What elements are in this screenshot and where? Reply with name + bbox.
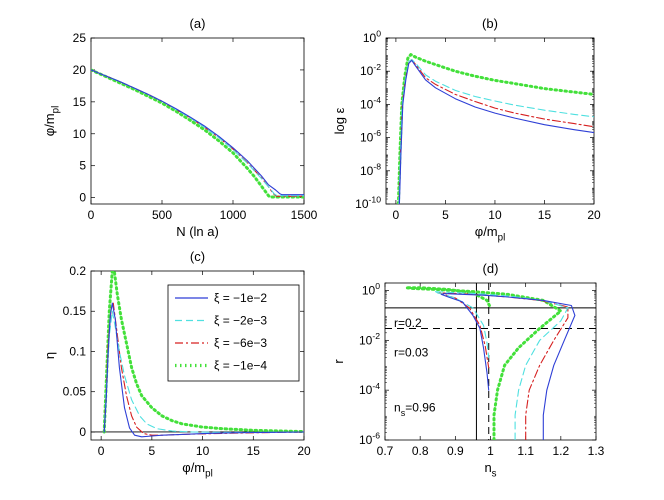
panel-b: 0 5 10 15 20 10-10 10-8 10-6 10-4 10-2 100 (b) φ/mpl… (332, 16, 601, 244)
y-tick-label: 10-8 (360, 161, 381, 177)
plot-area (396, 53, 594, 204)
x-tick-label: 1 (487, 444, 494, 458)
y-tick-label: 0.05 (63, 385, 87, 399)
y-axis-label: η (42, 352, 57, 359)
y-tick-label: 10-4 (359, 381, 380, 397)
legend: ξ = −1e−2 ξ = −2e−3 ξ = −6e−3 ξ = −1e−4 (167, 284, 300, 382)
legend-label: ξ = −1e−4 (214, 359, 267, 373)
x-tick-label: 1.2 (552, 444, 569, 458)
axes-frame (384, 282, 597, 441)
y-tick-label: 20 (73, 63, 87, 77)
panel-a: 0 500 1000 1500 0 5 10 15 20 25 (a) N (ln a) φ/mpl (42, 16, 318, 239)
plot-area (385, 283, 596, 440)
y-tick-label: 15 (73, 95, 87, 109)
x-tick-label: 0.9 (447, 444, 464, 458)
series-line (91, 68, 304, 199)
y-tick-label: 10-6 (360, 128, 381, 144)
y-tick-label: 0.2 (69, 264, 86, 278)
annotation: r=0.2 (394, 316, 422, 330)
y-tick-label: 100 (363, 29, 381, 45)
series-line (91, 69, 304, 196)
x-axis-label: φ/mpl (182, 460, 212, 480)
series-line (404, 286, 563, 440)
y-tick-label: 0 (79, 425, 86, 439)
panel-d: 0.7 0.8 0.9 1 1.1 1.2 1.310-610-410-2100(d)nsr… (331, 261, 605, 480)
x-axis-label: φ/mpl (475, 224, 505, 244)
legend-label: ξ = −6e−3 (214, 336, 267, 350)
y-tick-label: 100 (362, 281, 380, 297)
axes-frame (385, 37, 595, 205)
y-tick-label: 10-2 (359, 331, 380, 347)
x-axis-label: N (ln a) (176, 224, 219, 239)
legend-label: ξ = −1e−2 (214, 291, 267, 305)
series-line (433, 291, 569, 440)
x-tick-label: 10 (488, 208, 502, 222)
plot-area (91, 271, 304, 438)
x-tick-label: 0.7 (377, 444, 394, 458)
x-tick-label: 500 (152, 208, 172, 222)
x-tick-label: 15 (247, 444, 261, 458)
y-axis-label: r (331, 359, 346, 364)
x-tick-label: 1.3 (588, 444, 605, 458)
x-tick-label: 5 (149, 444, 156, 458)
x-tick-label: 20 (297, 444, 311, 458)
x-tick-label: 20 (587, 208, 601, 222)
y-tick-label: 25 (73, 31, 87, 45)
y-tick-label: 10 (73, 127, 87, 141)
y-tick-label: 10-2 (360, 62, 381, 78)
series-line (398, 59, 594, 204)
panel-c: 0 5 10 15 20 0 0.05 0.1 0.15 0.2 (c) φ/mpl η ξ = −1e−… (42, 249, 311, 480)
series-line (103, 310, 304, 433)
x-tick-label: 1500 (291, 208, 318, 222)
series-line (103, 302, 304, 438)
x-tick-label: 1000 (220, 208, 247, 222)
axes-frame (90, 37, 305, 205)
annotation: ns=0.96 (394, 401, 436, 418)
legend-label: ξ = −2e−3 (214, 314, 267, 328)
y-tick-label: 10-10 (355, 195, 381, 211)
x-tick-label: 0.8 (412, 444, 429, 458)
legend-box (167, 284, 300, 382)
series-line (102, 271, 304, 434)
chart-title: (c) (190, 249, 205, 264)
x-tick-label: 0 (88, 208, 95, 222)
y-axis-label: φ/mpl (42, 106, 62, 136)
y-tick-label: 5 (79, 159, 86, 173)
y-tick-label: 0.15 (63, 304, 87, 318)
x-tick-label: 15 (538, 208, 552, 222)
y-axis-label: log ε (332, 107, 347, 134)
y-tick-label: 0.1 (69, 344, 86, 358)
annotation: r=0.03 (394, 345, 429, 359)
chart-title: (b) (482, 16, 498, 31)
series-line (440, 293, 576, 440)
y-tick-label: 10-4 (360, 95, 381, 111)
x-tick-label: 0 (393, 208, 400, 222)
x-tick-label: 1.1 (517, 444, 534, 458)
y-tick-label: 0 (79, 191, 86, 205)
chart-title: (d) (483, 261, 499, 276)
x-axis-label: ns (484, 460, 496, 480)
plot-area (91, 68, 304, 199)
chart-title: (a) (190, 16, 206, 31)
x-tick-label: 10 (196, 444, 210, 458)
series-line (396, 53, 594, 204)
x-tick-label: 0 (98, 444, 105, 458)
x-tick-label: 5 (442, 208, 449, 222)
